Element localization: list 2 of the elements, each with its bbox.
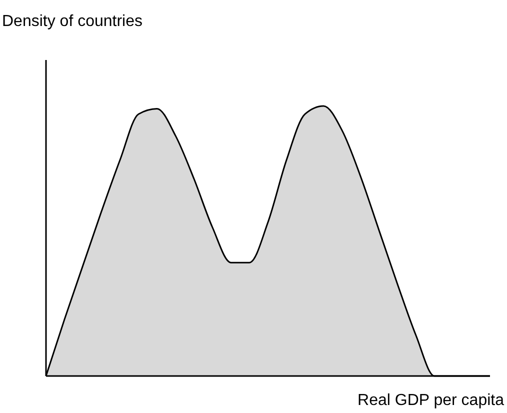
x-axis-title: Real GDP per capita (358, 392, 504, 409)
y-axis-title: Density of countries (2, 13, 143, 30)
